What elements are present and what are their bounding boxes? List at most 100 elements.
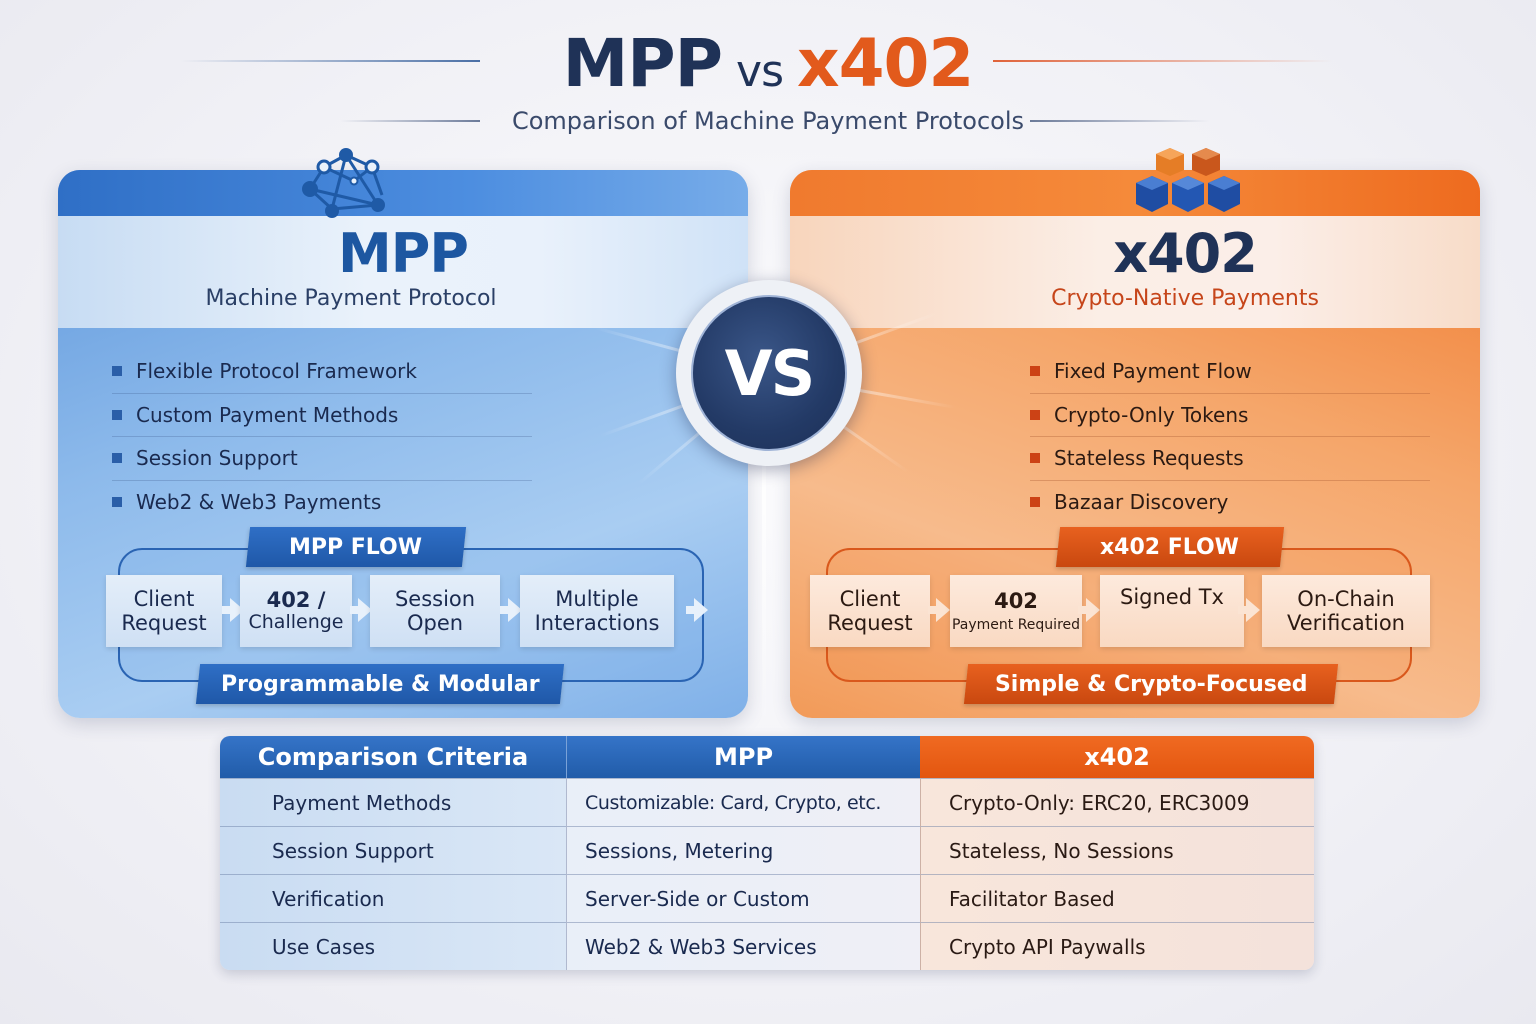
mpp-flow-label: MPP FLOW bbox=[245, 527, 467, 567]
x402-panel-subtitle: Crypto-Native Payments bbox=[1051, 286, 1319, 311]
feature-label: Flexible Protocol Framework bbox=[136, 359, 417, 384]
step-line2: Request bbox=[121, 611, 207, 635]
mpp-flow-step-challenge: 402 / Challenge bbox=[240, 575, 352, 647]
x402-flow-step-onchain-verification: On-Chain Verification bbox=[1262, 575, 1430, 647]
mpp-flow-step-multiple-interactions: Multiple Interactions bbox=[520, 575, 674, 647]
x402-flow-step-client-request: Client Request bbox=[810, 575, 930, 647]
vs-badge: VS bbox=[676, 280, 862, 466]
x402-flow-label: x402 FLOW bbox=[1055, 527, 1285, 567]
square-bullet-icon bbox=[112, 409, 122, 420]
mpp-flow-step-session-open: Session Open bbox=[370, 575, 500, 647]
network-nodes-icon bbox=[302, 148, 385, 218]
title-decor-line-left bbox=[180, 60, 480, 62]
vs-label: VS bbox=[724, 336, 816, 410]
table-header-x402: x402 bbox=[920, 736, 1314, 778]
page-title: MPP vs x402 bbox=[0, 18, 1536, 108]
x402-feature-list: Fixed Payment Flow Crypto-Only Tokens St… bbox=[1030, 350, 1430, 524]
x402-feature-item: Bazaar Discovery bbox=[1030, 481, 1430, 525]
mpp-feature-item: Flexible Protocol Framework bbox=[112, 350, 532, 394]
x402-flow-footer: Simple & Crypto-Focused bbox=[963, 664, 1339, 704]
x402-panel-headband bbox=[790, 216, 1480, 328]
mpp-panel-subtitle: Machine Payment Protocol bbox=[205, 286, 497, 311]
arrow-right-icon bbox=[1078, 598, 1100, 622]
page-subtitle: Comparison of Machine Payment Protocols bbox=[0, 104, 1536, 138]
table-cell-mpp: Web2 & Web3 Services bbox=[566, 922, 920, 970]
square-bullet-icon bbox=[112, 453, 122, 464]
table-cell-mpp: Customizable: Card, Crypto, etc. bbox=[566, 778, 920, 826]
step-line2: Verification bbox=[1287, 611, 1405, 635]
arrow-right-icon bbox=[928, 598, 950, 622]
table-cell-criteria: Use Cases bbox=[220, 922, 566, 970]
subtitle-decor-line-left bbox=[340, 120, 480, 122]
step-line2: Request bbox=[827, 611, 913, 635]
step-line1: 402 bbox=[994, 589, 1038, 614]
step-line1: Client bbox=[839, 586, 901, 611]
vs-badge-inner: VS bbox=[691, 295, 847, 451]
table-cell-mpp: Sessions, Metering bbox=[566, 826, 920, 874]
table-cell-mpp: Server-Side or Custom bbox=[566, 874, 920, 922]
feature-label: Bazaar Discovery bbox=[1054, 490, 1229, 515]
step-line2: Open bbox=[406, 611, 464, 635]
step-line2: Interactions bbox=[534, 611, 660, 635]
feature-label: Web2 & Web3 Payments bbox=[136, 490, 382, 515]
square-bullet-icon bbox=[1030, 409, 1040, 420]
table-cell-x402: Facilitator Based bbox=[920, 874, 1314, 922]
square-bullet-icon bbox=[1030, 366, 1040, 377]
mpp-feature-item: Web2 & Web3 Payments bbox=[112, 481, 532, 525]
feature-label: Custom Payment Methods bbox=[136, 402, 399, 427]
x402-panel-title: x402 bbox=[1113, 222, 1258, 285]
feature-label: Stateless Requests bbox=[1054, 446, 1244, 471]
comparison-table: Comparison Criteria MPP x402 Payment Met… bbox=[220, 736, 1314, 970]
arrow-right-icon bbox=[686, 598, 708, 622]
step-line2: Payment Required bbox=[951, 616, 1081, 633]
square-bullet-icon bbox=[112, 497, 122, 508]
square-bullet-icon bbox=[112, 366, 122, 377]
mpp-feature-list: Flexible Protocol Framework Custom Payme… bbox=[112, 350, 532, 524]
mpp-flow-footer: Programmable & Modular bbox=[195, 664, 565, 704]
table-header-mpp: MPP bbox=[566, 736, 920, 778]
x402-feature-item: Crypto-Only Tokens bbox=[1030, 394, 1430, 437]
title-decor-line-right bbox=[993, 60, 1333, 62]
subtitle-decor-line-right bbox=[1030, 120, 1210, 122]
mpp-feature-item: Custom Payment Methods bbox=[112, 394, 532, 437]
mpp-flow-step-client-request: Client Request bbox=[106, 575, 222, 647]
table-cell-criteria: Verification bbox=[220, 874, 566, 922]
title-vs: vs bbox=[736, 45, 784, 97]
arrow-right-icon bbox=[350, 598, 372, 622]
title-x402: x402 bbox=[797, 24, 974, 102]
x402-feature-item: Stateless Requests bbox=[1030, 437, 1430, 481]
blockchain-cubes-icon bbox=[1136, 148, 1240, 212]
step-line1: On-Chain bbox=[1297, 586, 1395, 611]
mpp-panel-title: MPP bbox=[338, 222, 469, 285]
mpp-panel: MPP Machine Payment Protocol Flexible Pr… bbox=[58, 170, 748, 718]
mpp-feature-item: Session Support bbox=[112, 437, 532, 481]
square-bullet-icon bbox=[1030, 453, 1040, 464]
step-line2: Challenge bbox=[248, 611, 344, 634]
step-line1: Session bbox=[394, 586, 476, 611]
center-divider bbox=[762, 440, 766, 740]
step-line1: 402 / bbox=[266, 588, 326, 612]
step-line1: Client bbox=[133, 586, 195, 611]
title-mpp: MPP bbox=[562, 24, 723, 102]
mpp-panel-headband bbox=[58, 216, 748, 328]
arrow-right-icon bbox=[1238, 598, 1260, 622]
table-cell-x402: Crypto API Paywalls bbox=[920, 922, 1314, 970]
step-line1: Multiple bbox=[555, 586, 639, 611]
feature-label: Crypto-Only Tokens bbox=[1054, 402, 1249, 427]
feature-label: Session Support bbox=[136, 446, 298, 471]
x402-flow-step-payment-required: 402 Payment Required bbox=[950, 575, 1082, 647]
x402-feature-item: Fixed Payment Flow bbox=[1030, 350, 1430, 394]
subtitle-text: Comparison of Machine Payment Protocols bbox=[511, 107, 1025, 135]
feature-label: Fixed Payment Flow bbox=[1054, 359, 1252, 384]
table-cell-x402: Crypto-Only: ERC20, ERC3009 bbox=[920, 778, 1314, 826]
x402-panel: x402 Crypto-Native Payments Fixed Paymen… bbox=[790, 170, 1480, 718]
table-cell-criteria: Payment Methods bbox=[220, 778, 566, 826]
arrow-right-icon bbox=[500, 598, 522, 622]
square-bullet-icon bbox=[1030, 497, 1040, 508]
table-cell-criteria: Session Support bbox=[220, 826, 566, 874]
table-header-criteria: Comparison Criteria bbox=[220, 736, 566, 778]
step-line1: Signed Tx bbox=[1120, 585, 1224, 609]
mpp-panel-topband bbox=[58, 170, 748, 216]
x402-panel-topband bbox=[790, 170, 1480, 216]
table-cell-x402: Stateless, No Sessions bbox=[920, 826, 1314, 874]
